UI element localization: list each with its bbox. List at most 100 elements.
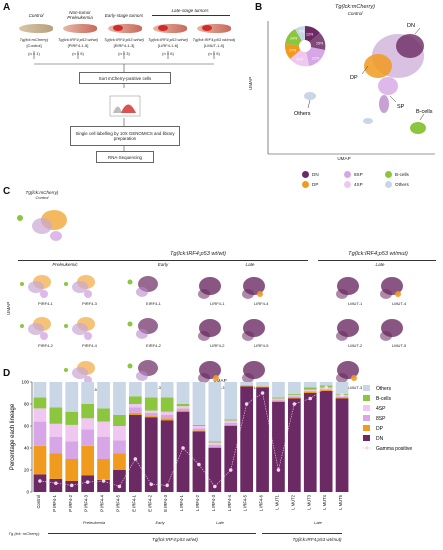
stage-label-pre: Preleukemic [52,262,78,267]
x-tick-label: P IRF4-3 [84,494,89,511]
bar-segment [192,426,206,429]
x-tick-label: L IRF4-1 [179,494,184,511]
umap-thumbnail-label: LIRF4-5 [254,343,269,348]
bracket-wt [48,533,256,534]
bar-segment [81,404,95,419]
bar-segment [113,453,126,470]
bar-segment [49,478,63,492]
gamma-point [276,468,281,472]
x-tick-label: L IRF4-4 [227,494,232,511]
umap-thumbnail-label: LMUT-1 [348,301,363,306]
bar-segment [192,424,206,426]
bar-segment [319,389,333,391]
group-code-0: [Control] [26,43,42,48]
panel-c-control-title: Tg(lck:mCherry) [25,190,59,195]
gamma-point [149,482,153,487]
bar-segment [335,397,349,399]
bar-segment [176,404,190,407]
bar-segment [81,418,95,430]
umap-thumbnail-label: LMUT-4 [392,301,407,306]
pie-label: 12% [306,33,314,37]
fish-icon-control [19,24,53,33]
bar-segment [256,382,269,387]
legend-swatch [363,405,370,411]
legend-8sp-dot [344,171,351,178]
umap-thumbnail-label: LMUT-2 [348,343,363,348]
x-tick-label: L MUT2 [290,494,295,509]
group-label-2: Early-stage tumors [104,13,144,18]
legend-4sp-label: 4SP [354,182,363,187]
panel-b-subtitle: Control [347,11,363,16]
legend-label: DN [376,436,384,442]
group-fish-4: Tg(lck:IRF4;p53 wt/mut) [192,37,236,42]
panel-d-letter: D [3,368,11,379]
bar-segment [160,397,174,412]
group-label-late-mut: Late [314,520,322,525]
group-code-4: [LMUT-1-5] [203,43,224,48]
bar-segment [176,408,190,411]
x-tick-label: L MUT3 [306,494,311,509]
x-tick-label: E IRF4-2 [147,494,152,511]
bar-segment [113,426,126,441]
umap-thumbnail: PIRF4-5 [60,356,98,396]
cluster-label-sp: SP [397,104,405,110]
group-fish-0: Tg(lck:mCherry) [19,37,49,42]
x-tick-label: L MUT4 [322,494,327,509]
gamma-point [54,481,58,485]
bar-segment [272,397,285,399]
panel-c-letter: C [3,186,11,197]
legend-swatch [363,425,370,431]
legend-label: DP [376,426,384,432]
panel-a-connectors [33,51,215,151]
panel-c-wt-title: Tg(lck:IRF4;p53 wt/wt) [170,251,226,257]
legend-label: Others [376,386,392,392]
bar-segment [287,397,301,399]
bar-segment [287,394,301,396]
x-tick-label: P IRF4-4 [100,494,105,511]
bar-segment [33,445,47,475]
x-tick-label: E IRF4-3 [163,494,168,511]
umap-thumbnail: EIRF4-2 [124,312,162,352]
bar-segment [113,382,126,415]
group-n-3: (n = 6) [162,51,174,56]
pie-label: 17% [289,49,297,53]
umap-thumbnail-label: EIRF4-2 [146,343,161,348]
group-label-1: Non-tumor Preleukemia [67,10,93,21]
bar-segment [272,399,285,401]
bar-segment [97,459,110,480]
umap-thumbnail: LIRF4-6 [232,354,270,394]
panel-c-ylabel: UMAP [6,301,11,315]
cluster-label-dp: DP [350,75,358,81]
bar-segment [49,423,63,437]
panel-b-ylabel: UMAP [248,76,253,90]
gamma-point [85,480,90,484]
panel-c-mut-title: Tg(lck:IRF4;p53 wt/mut) [348,251,408,257]
umap-thumbnail: LMUT-2 [326,312,364,352]
bar-segment [256,386,269,388]
panel-c-mut-bracket [318,260,436,261]
bar-segment [33,408,47,422]
bar-segment [33,421,47,446]
umap-thumbnail-label: PIRF4-3 [82,301,97,306]
pie-chart [284,26,326,67]
bottom-label-control: Tg (lck: mCherry) [8,531,40,536]
umap-thumbnail: PIRF4-3 [60,270,98,310]
step-sort-box: Sort mCherry-positive cells [79,72,171,84]
bar-segment [128,396,142,404]
legend-dn-label: DN [312,172,319,177]
gamma-point [292,402,297,406]
stacked-bar-chart: 0 20 40 60 80 100 Percentage each lineage Contr… [10,380,412,512]
group-fish-1: Tg(lck:IRF4;p53 wt/wt) [57,37,98,42]
bar-segment [160,415,174,419]
umap-thumbnail-label: LIRF4-2 [210,343,225,348]
group-label-late-wt: Late [216,520,224,525]
umap-thumbnail: LMUT-5 [370,312,408,352]
bar-segment [128,407,142,413]
bar-segment [224,424,238,426]
bar-segment [97,421,110,437]
x-tick-label: E IRF4-1 [131,494,136,511]
bar-segment [287,398,301,492]
legend-gamma-point [365,446,369,450]
fish-icon-late-wt [153,24,187,33]
step-rnaseq-box: RNA-Sequencing [96,151,154,163]
